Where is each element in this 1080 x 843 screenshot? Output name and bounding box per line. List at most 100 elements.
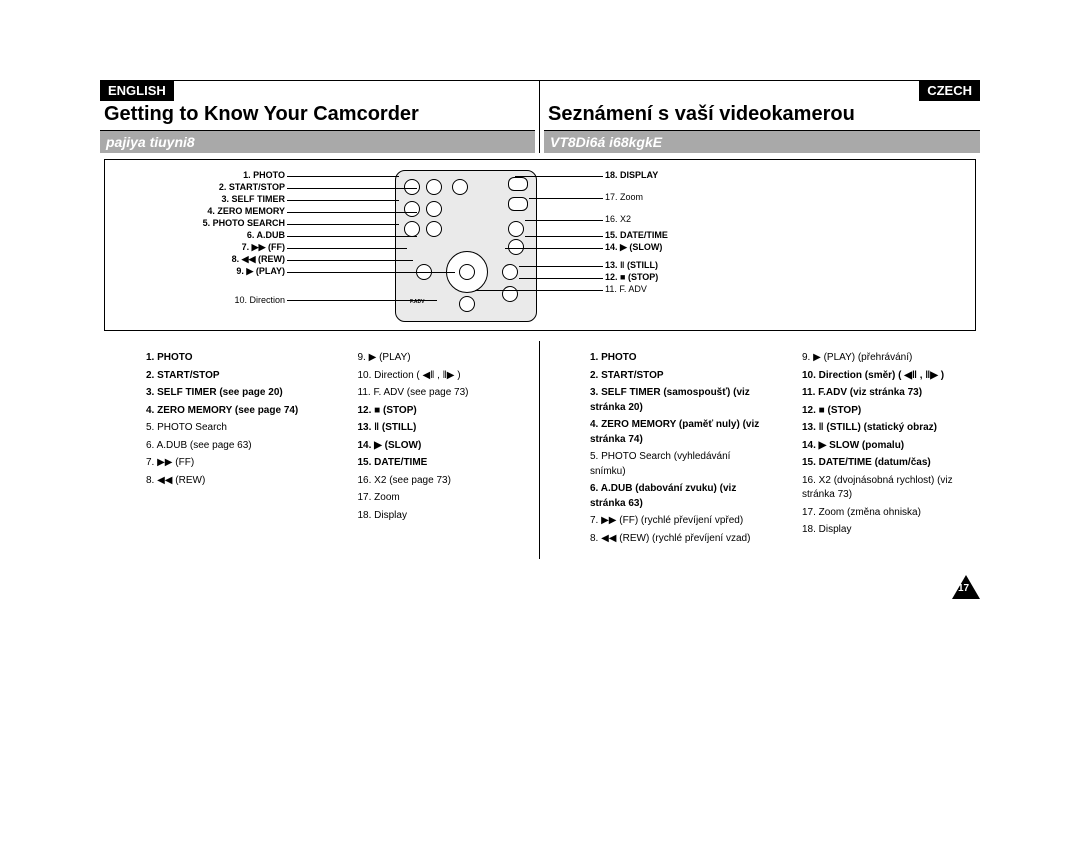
leader-line [505,248,603,249]
manual-page: ENGLISH Getting to Know Your Camcorder p… [100,80,980,559]
leader-line [287,248,407,249]
leader-line [287,176,399,177]
list-item: 14. ▶ SLOW (pomalu) [802,439,974,454]
remote-btn [404,201,420,217]
diagram-label: 15. DATE/TIME [605,230,668,240]
list-item: 17. Zoom [358,491,530,506]
leader-line [515,176,603,177]
lang-tag-czech: CZECH [919,81,980,101]
list-item: 5. PHOTO Search (vyhledávání snímku) [590,450,762,479]
list-item: 4. ZERO MEMORY (paměť nuly) (viz stránka… [590,418,762,447]
leader-line [287,212,417,213]
lang-tag-english: ENGLISH [100,81,174,101]
diagram-label: 2. START/STOP [185,182,285,192]
remote-btn [508,177,528,191]
list-item: 12. ■ (STOP) [802,404,974,419]
diagram-label: 7. ▶▶ (FF) [185,242,285,253]
remote-btn [404,179,420,195]
remote-btn [508,239,524,255]
remote-btn [459,264,475,280]
diagram-label: 6. A.DUB [185,230,285,240]
remote-btn [426,201,442,217]
leader-line [529,198,603,199]
leader-line [287,272,455,273]
leader-line [287,200,399,201]
list-item: 7. ▶▶ (FF) (rychlé převíjení vpřed) [590,514,762,529]
list-item: 7. ▶▶ (FF) [146,456,318,471]
leader-line [287,260,413,261]
subheading-english: pajiya tiuyni8 [100,131,535,153]
leader-line [519,278,603,279]
list-en-b: 9. ▶ (PLAY) 10. Direction ( ◀‖ , ‖▶ ) 11. … [318,351,530,526]
remote-btn [426,179,442,195]
remote-diagram: F.ADV 1. PHOTO 2. START/STOP 3. SELF TIM… [104,159,976,331]
diagram-label: 13. ‖ (STILL) [605,260,658,270]
list-item: 14. ▶ (SLOW) [358,439,530,454]
lang-row: ENGLISH [100,81,535,101]
diagram-label: 3. SELF TIMER [185,194,285,204]
diagram-label: 1. PHOTO [185,170,285,180]
diagram-label: 10. Direction [185,295,285,305]
leader-line [475,290,603,291]
diagram-label: 4. ZERO MEMORY [185,206,285,216]
remote-btn [426,221,442,237]
list-item: 3. SELF TIMER (samospoušť) (viz stránka … [590,386,762,415]
list-item: 6. A.DUB (see page 63) [146,439,318,454]
leader-line [287,224,399,225]
list-item: 5. PHOTO Search [146,421,318,436]
diagram-label: 18. DISPLAY [605,170,658,180]
list-item: 9. ▶ (PLAY) (přehrávání) [802,351,974,366]
list-item: 17. Zoom (změna ohniska) [802,506,974,521]
list-item: 10. Direction ( ◀‖ , ‖▶ ) [358,369,530,384]
diagram-label: 12. ■ (STOP) [605,272,658,282]
lists-row: 1. PHOTO 2. START/STOP 3. SELF TIMER (see … [100,341,980,559]
list-item: 15. DATE/TIME (datum/čas) [802,456,974,471]
remote-btn [452,179,468,195]
leader-line [519,266,603,267]
list-item: 3. SELF TIMER (see page 20) [146,386,318,401]
list-item: 11. F. ADV (see page 73) [358,386,530,401]
two-column-layout: ENGLISH Getting to Know Your Camcorder p… [100,80,980,153]
diagram-label: 17. Zoom [605,192,643,202]
list-item: 16. X2 (dvojnásobná rychlost) (viz strán… [802,474,974,503]
diagram-label: 14. ▶ (SLOW) [605,242,662,253]
lang-row: CZECH [544,81,980,101]
english-column: ENGLISH Getting to Know Your Camcorder p… [100,81,540,153]
list-columns: 1. PHOTO 2. START/STOP 3. SELF TIMER (samo… [544,341,980,559]
list-item: 15. DATE/TIME [358,456,530,471]
page-number: 17 [958,583,969,594]
remote-btn [508,221,524,237]
czech-column: CZECH Seznámení s vaší videokamerou VT8D… [540,81,980,153]
list-item: 16. X2 (see page 73) [358,474,530,489]
list-item: 13. ‖ (STILL) (statický obraz) [802,421,974,436]
leader-line [287,236,417,237]
list-item: 11. F.ADV (viz stránka 73) [802,386,974,401]
list-item: 8. ◀◀ (REW) (rychlé převíjení vzad) [590,532,762,547]
list-item: 1. PHOTO [146,351,318,366]
list-item: 8. ◀◀ (REW) [146,474,318,489]
heading-english: Getting to Know Your Camcorder [100,101,535,131]
list-item: 18. Display [802,523,974,538]
remote-btn [502,286,518,302]
list-cz-a: 1. PHOTO 2. START/STOP 3. SELF TIMER (samo… [550,351,762,549]
remote-btn [459,296,475,312]
leader-line [287,300,437,301]
list-en-a: 1. PHOTO 2. START/STOP 3. SELF TIMER (see … [106,351,318,526]
remote-btn [508,197,528,211]
list-item: 1. PHOTO [590,351,762,366]
list-item: 13. ‖ (STILL) [358,421,530,436]
list-item: 4. ZERO MEMORY (see page 74) [146,404,318,419]
diagram-label: 5. PHOTO SEARCH [185,218,285,228]
list-item: 10. Direction (směr) ( ◀‖ , ‖▶ ) [802,369,974,384]
remote-btn [404,221,420,237]
list-item: 2. START/STOP [146,369,318,384]
list-item: 2. START/STOP [590,369,762,384]
list-columns: 1. PHOTO 2. START/STOP 3. SELF TIMER (see … [100,341,535,536]
diagram-label: 11. F. ADV [605,284,647,294]
list-item: 9. ▶ (PLAY) [358,351,530,366]
list-item: 12. ■ (STOP) [358,404,530,419]
list-item: 18. Display [358,509,530,524]
diagram-label: 16. X2 [605,214,631,224]
diagram-label: 9. ▶ (PLAY) [185,266,285,277]
page-number-badge: 17 [952,575,980,599]
